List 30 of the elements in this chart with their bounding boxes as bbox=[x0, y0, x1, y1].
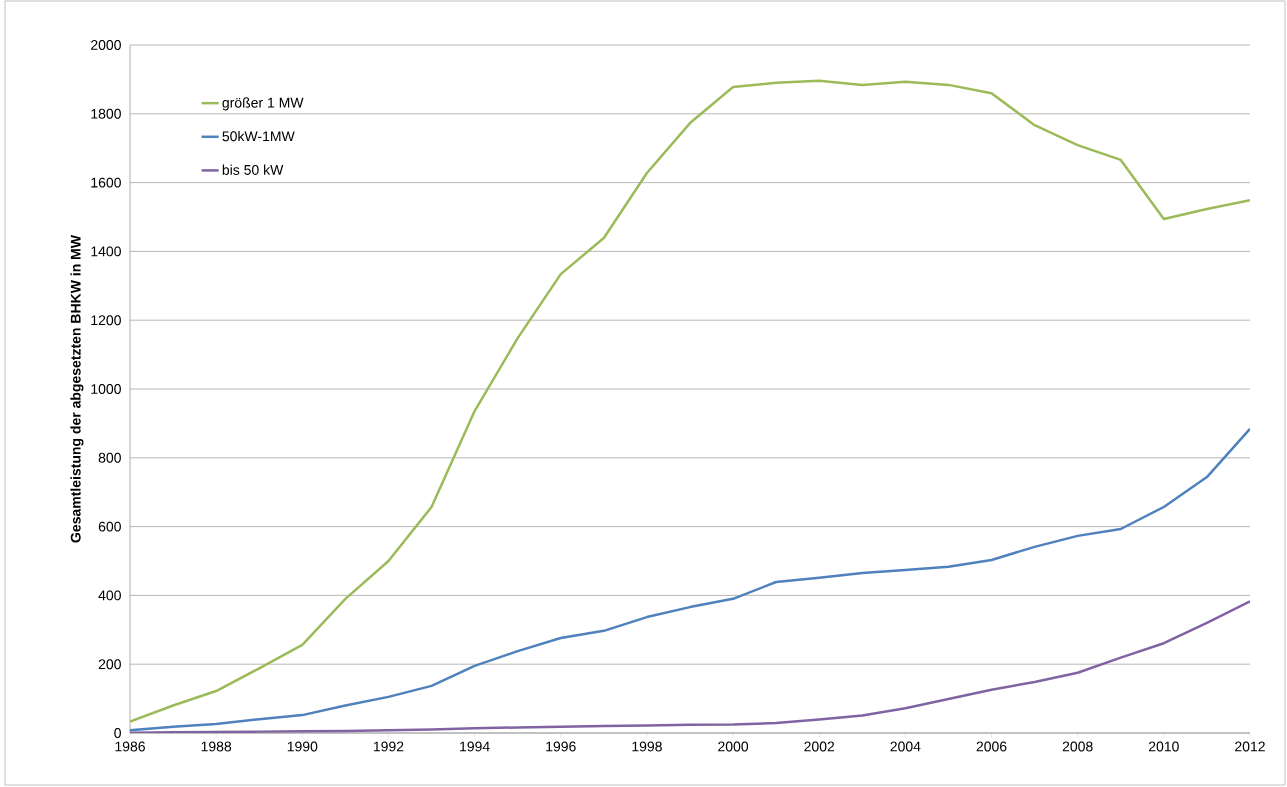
legend-label: bis 50 kW bbox=[222, 164, 284, 175]
y-axis-title: Gesamtleistung der abgesetzten BHKW in MW bbox=[70, 235, 84, 543]
x-tick-label: 2002 bbox=[804, 741, 835, 752]
y-tick-label: 800 bbox=[98, 452, 121, 463]
x-tick-label: 1992 bbox=[373, 741, 404, 752]
x-tick-label: 2006 bbox=[976, 741, 1007, 752]
y-tick-label: 200 bbox=[98, 659, 121, 670]
x-tick-label: 1990 bbox=[287, 741, 318, 752]
y-tick-label: 600 bbox=[98, 521, 121, 532]
x-tick-label: 1988 bbox=[201, 741, 232, 752]
y-tick-label: 1400 bbox=[91, 246, 121, 257]
legend-label: 50kW-1MW bbox=[222, 130, 295, 142]
x-tick-label: 1994 bbox=[460, 741, 490, 752]
y-tick-label: 1000 bbox=[91, 384, 121, 394]
x-tick-label: 2000 bbox=[718, 741, 749, 752]
y-tick-label: 0 bbox=[114, 728, 121, 738]
y-tick-label: 400 bbox=[98, 590, 121, 601]
legend-label: größer 1 MW bbox=[222, 97, 304, 111]
y-tick-label: 1800 bbox=[91, 108, 121, 119]
y-tick-label: 2000 bbox=[91, 40, 121, 50]
line-series bbox=[130, 79, 1250, 723]
x-tick-label: 2010 bbox=[1148, 741, 1179, 752]
x-tick-label: 1996 bbox=[546, 741, 576, 752]
y-tick-label: 1200 bbox=[91, 315, 121, 326]
x-tick-label: 2008 bbox=[1062, 741, 1093, 752]
x-tick-label: 1986 bbox=[115, 741, 145, 752]
x-tick-label: 2012 bbox=[1235, 741, 1265, 752]
y-tick-label: 1600 bbox=[91, 177, 121, 188]
x-tick-label: 1998 bbox=[632, 741, 662, 752]
x-tick-label: 2004 bbox=[890, 741, 921, 752]
